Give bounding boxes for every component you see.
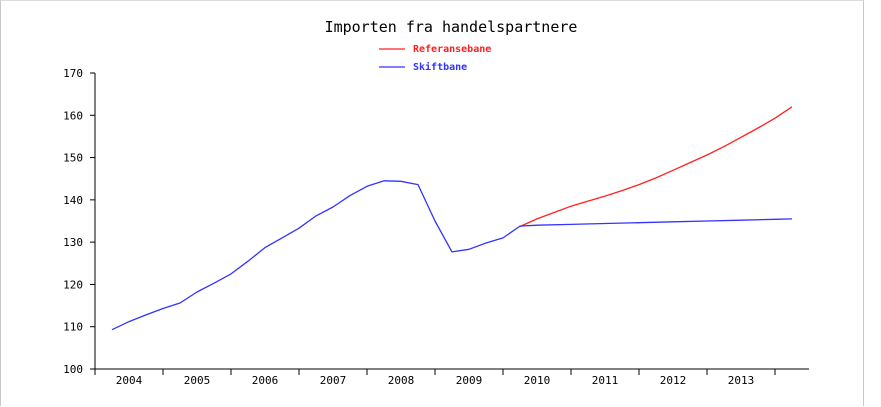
x-tick-label-2012: 2012 [660, 374, 687, 387]
y-tick-label-110: 110 [63, 321, 83, 334]
x-axis-ticks: 2004 2005 2006 2007 2008 2009 2010 2011 2012 2013 [94, 369, 776, 387]
chart-frame: Importen fra handelspartnere Referanseba… [0, 0, 864, 406]
y-axis-ticks: 100 110 120 130 140 150 160 170 [63, 67, 95, 376]
series-lines [111, 106, 793, 331]
y-tick-label-120: 120 [63, 278, 83, 291]
x-tick-label-2006: 2006 [252, 374, 279, 387]
chart-title: Importen fra handelspartnere [325, 18, 578, 36]
y-tick-label-170: 170 [63, 67, 83, 80]
x-tick-label-2007: 2007 [320, 374, 347, 387]
x-tick-label-2013: 2013 [728, 374, 755, 387]
y-tick-label-100: 100 [63, 363, 83, 376]
y-tick-label-160: 160 [63, 109, 83, 122]
x-tick-label-2009: 2009 [456, 374, 483, 387]
legend-label-skiftbane: Skiftbane [413, 61, 467, 73]
y-tick-label-140: 140 [63, 194, 83, 207]
line-chart: Importen fra handelspartnere Referanseba… [63, 18, 809, 387]
series-line-skiftbane [111, 180, 793, 331]
x-tick-label-2010: 2010 [524, 374, 551, 387]
x-tick-label-2005: 2005 [184, 374, 211, 387]
x-tick-label-2004: 2004 [116, 374, 143, 387]
legend: Referansebane Skiftbane [379, 44, 491, 73]
legend-label-referansebane: Referansebane [413, 44, 491, 55]
y-tick-label-130: 130 [63, 236, 83, 249]
series-line-referansebane [519, 106, 793, 228]
x-tick-label-2011: 2011 [592, 374, 619, 387]
x-tick-label-2008: 2008 [388, 374, 415, 387]
y-tick-label-150: 150 [63, 152, 83, 165]
